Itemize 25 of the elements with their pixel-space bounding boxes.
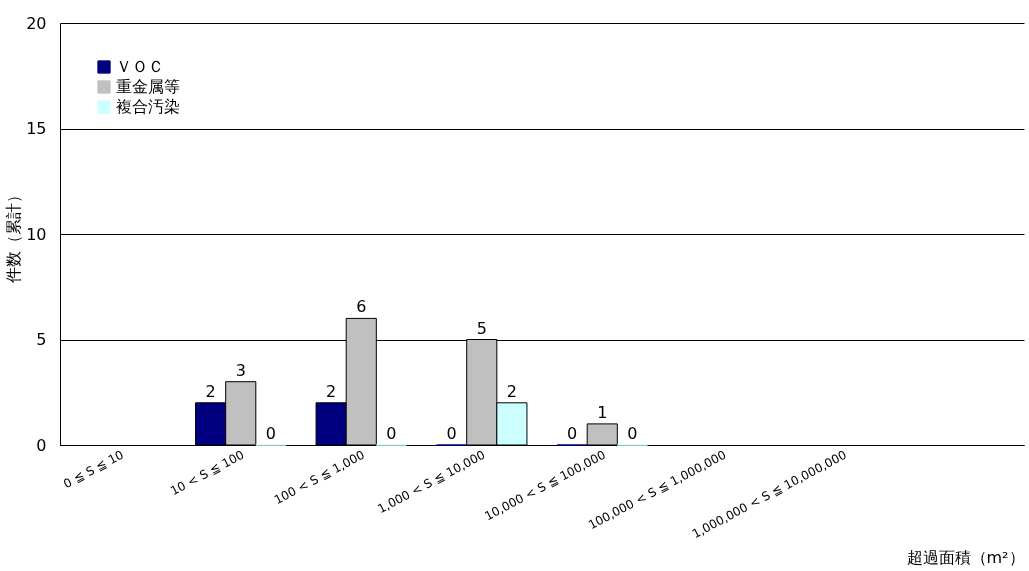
data-label: 0 [446,424,457,443]
data-label: 3 [235,360,246,380]
legend-label: ＶＯＣ [116,57,164,76]
x-tick-label: 10 < S ≦ 100 [168,447,247,499]
data-label: 0 [627,424,638,443]
data-label: 2 [326,381,337,401]
legend-label: 複合汚染 [116,97,180,116]
bar [586,423,618,446]
data-label: 1 [597,402,608,422]
data-label: 0 [567,424,578,443]
y-axis-title: 件数（累計） [4,186,24,283]
y-tick-label: 15 [26,119,47,138]
data-label: 2 [205,381,216,401]
data-label: 5 [476,318,487,338]
y-tick-label: 10 [26,224,47,244]
data-label: 0 [265,424,276,443]
y-tick-label: 0 [36,435,47,455]
data-label: 6 [356,297,367,317]
y-tick-label: 5 [36,330,47,349]
data-label: 2 [506,381,517,401]
y-tick-label: 20 [26,13,47,33]
x-axis-title: 超過面積（m²） [906,548,1025,568]
data-label: 0 [386,424,397,443]
legend-label: 重金属等 [116,77,180,96]
x-tick-label: 0 ≦ S ≦ 10 [61,447,126,492]
